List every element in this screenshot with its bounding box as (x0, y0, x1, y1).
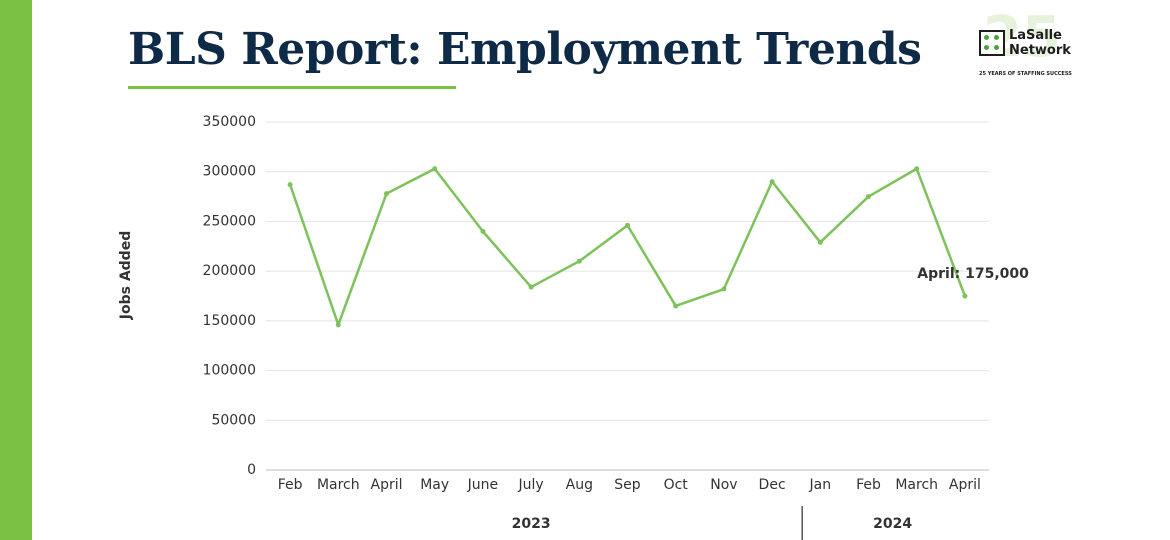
point (432, 166, 438, 172)
x-tick-label: March (895, 477, 938, 493)
x-tick-label: Feb (856, 477, 881, 493)
title: BLS Report: Employment Trends (128, 24, 922, 75)
logo-name-line: Network (1009, 43, 1071, 58)
y-tick-label: 0 (247, 462, 256, 478)
x-tick-label: April (949, 477, 981, 493)
point (335, 322, 341, 328)
y-tick-label: 300000 (203, 164, 256, 180)
y-tick-label: 150000 (203, 313, 256, 329)
point (962, 293, 968, 299)
group-label: 2024 (873, 516, 912, 532)
x-tick-label: Nov (710, 477, 737, 493)
annotation: April: 175,000 (917, 266, 1029, 282)
x-tick-label: March (317, 477, 360, 493)
point (673, 303, 679, 309)
sidebar (0, 0, 32, 540)
y-tick-label: 100000 (203, 363, 256, 379)
x-tick-label: Sep (614, 477, 641, 493)
point (625, 222, 630, 228)
x-tick-label: Feb (278, 477, 303, 493)
y-axis-label: Jobs Added (118, 231, 134, 320)
x-tick-label: Oct (664, 477, 689, 493)
point (287, 182, 293, 188)
point (769, 179, 775, 185)
point (817, 239, 823, 245)
point (576, 258, 582, 264)
point (721, 286, 727, 292)
x-tick-label: Aug (566, 477, 593, 493)
x-tick-label: April (371, 477, 403, 493)
y-tick-label: 250000 (203, 213, 256, 229)
logo-tagline: 25 YEARS OF STAFFING SUCCESS (979, 71, 1072, 77)
x-tick-label: May (420, 477, 449, 493)
x-tick-label: June (467, 477, 499, 493)
x-tick-label: July (518, 477, 544, 493)
point (384, 191, 389, 197)
point (528, 284, 534, 290)
logo-name: LaSalle Network (1009, 28, 1071, 58)
point (914, 166, 920, 172)
y-tick-label: 50000 (211, 412, 256, 428)
logo-icon (979, 30, 1005, 56)
y-tick-label: 200000 (203, 263, 256, 279)
title-underline (128, 86, 456, 89)
logo-name-line: LaSalle (1009, 28, 1062, 43)
x-tick-label: Dec (759, 477, 786, 493)
x-tick-label: Jan (809, 477, 832, 493)
point (866, 194, 871, 200)
point (480, 228, 486, 234)
y-tick-label: 350000 (203, 114, 256, 130)
logo: 25 LaSalle Network 25 YEARS OF STAFFING … (975, 10, 1085, 84)
group-label: 2023 (512, 516, 551, 532)
line (288, 167, 967, 327)
